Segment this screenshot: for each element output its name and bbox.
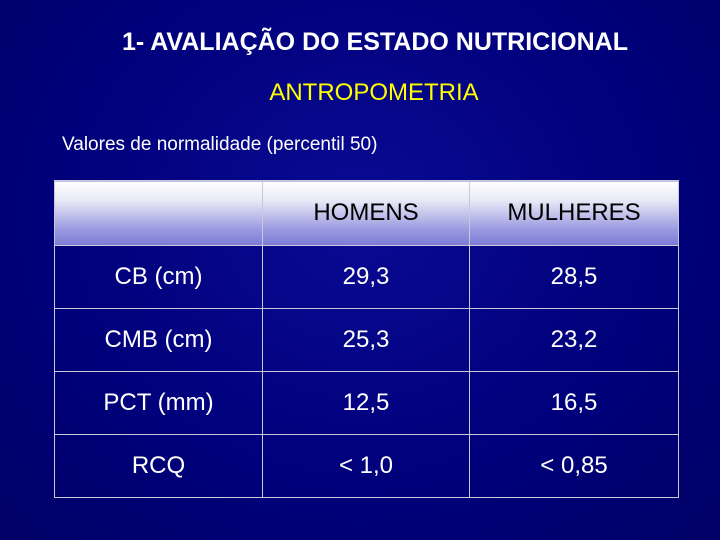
table-caption: Valores de normalidade (percentil 50) bbox=[62, 134, 378, 155]
row-label: CB (cm) bbox=[54, 245, 263, 309]
row-label: PCT (mm) bbox=[54, 371, 263, 435]
header-cell-empty bbox=[54, 180, 263, 246]
value-mulheres: < 0,85 bbox=[469, 434, 679, 498]
table-row: RCQ < 1,0 < 0,85 bbox=[54, 434, 679, 498]
header-cell-homens: HOMENS bbox=[262, 180, 470, 246]
value-homens: 12,5 bbox=[262, 371, 470, 435]
row-label: CMB (cm) bbox=[54, 308, 263, 372]
slide-title: 1- AVALIAÇÃO DO ESTADO NUTRICIONAL bbox=[121, 28, 628, 56]
slide-subtitle: ANTROPOMETRIA bbox=[269, 79, 479, 106]
value-mulheres: 16,5 bbox=[469, 371, 679, 435]
row-label: RCQ bbox=[54, 434, 263, 498]
value-mulheres: 23,2 bbox=[469, 308, 679, 372]
value-mulheres: 28,5 bbox=[469, 245, 679, 309]
table-row: CMB (cm) 25,3 23,2 bbox=[54, 308, 679, 372]
table-header-row: HOMENS MULHERES bbox=[54, 180, 679, 246]
anthropometry-table: HOMENS MULHERES CB (cm) 29,3 28,5 CMB (c… bbox=[54, 180, 679, 498]
value-homens: 25,3 bbox=[262, 308, 470, 372]
table-row: PCT (mm) 12,5 16,5 bbox=[54, 371, 679, 435]
table-row: CB (cm) 29,3 28,5 bbox=[54, 245, 679, 309]
value-homens: 29,3 bbox=[262, 245, 470, 309]
header-cell-mulheres: MULHERES bbox=[469, 180, 679, 246]
value-homens: < 1,0 bbox=[262, 434, 470, 498]
